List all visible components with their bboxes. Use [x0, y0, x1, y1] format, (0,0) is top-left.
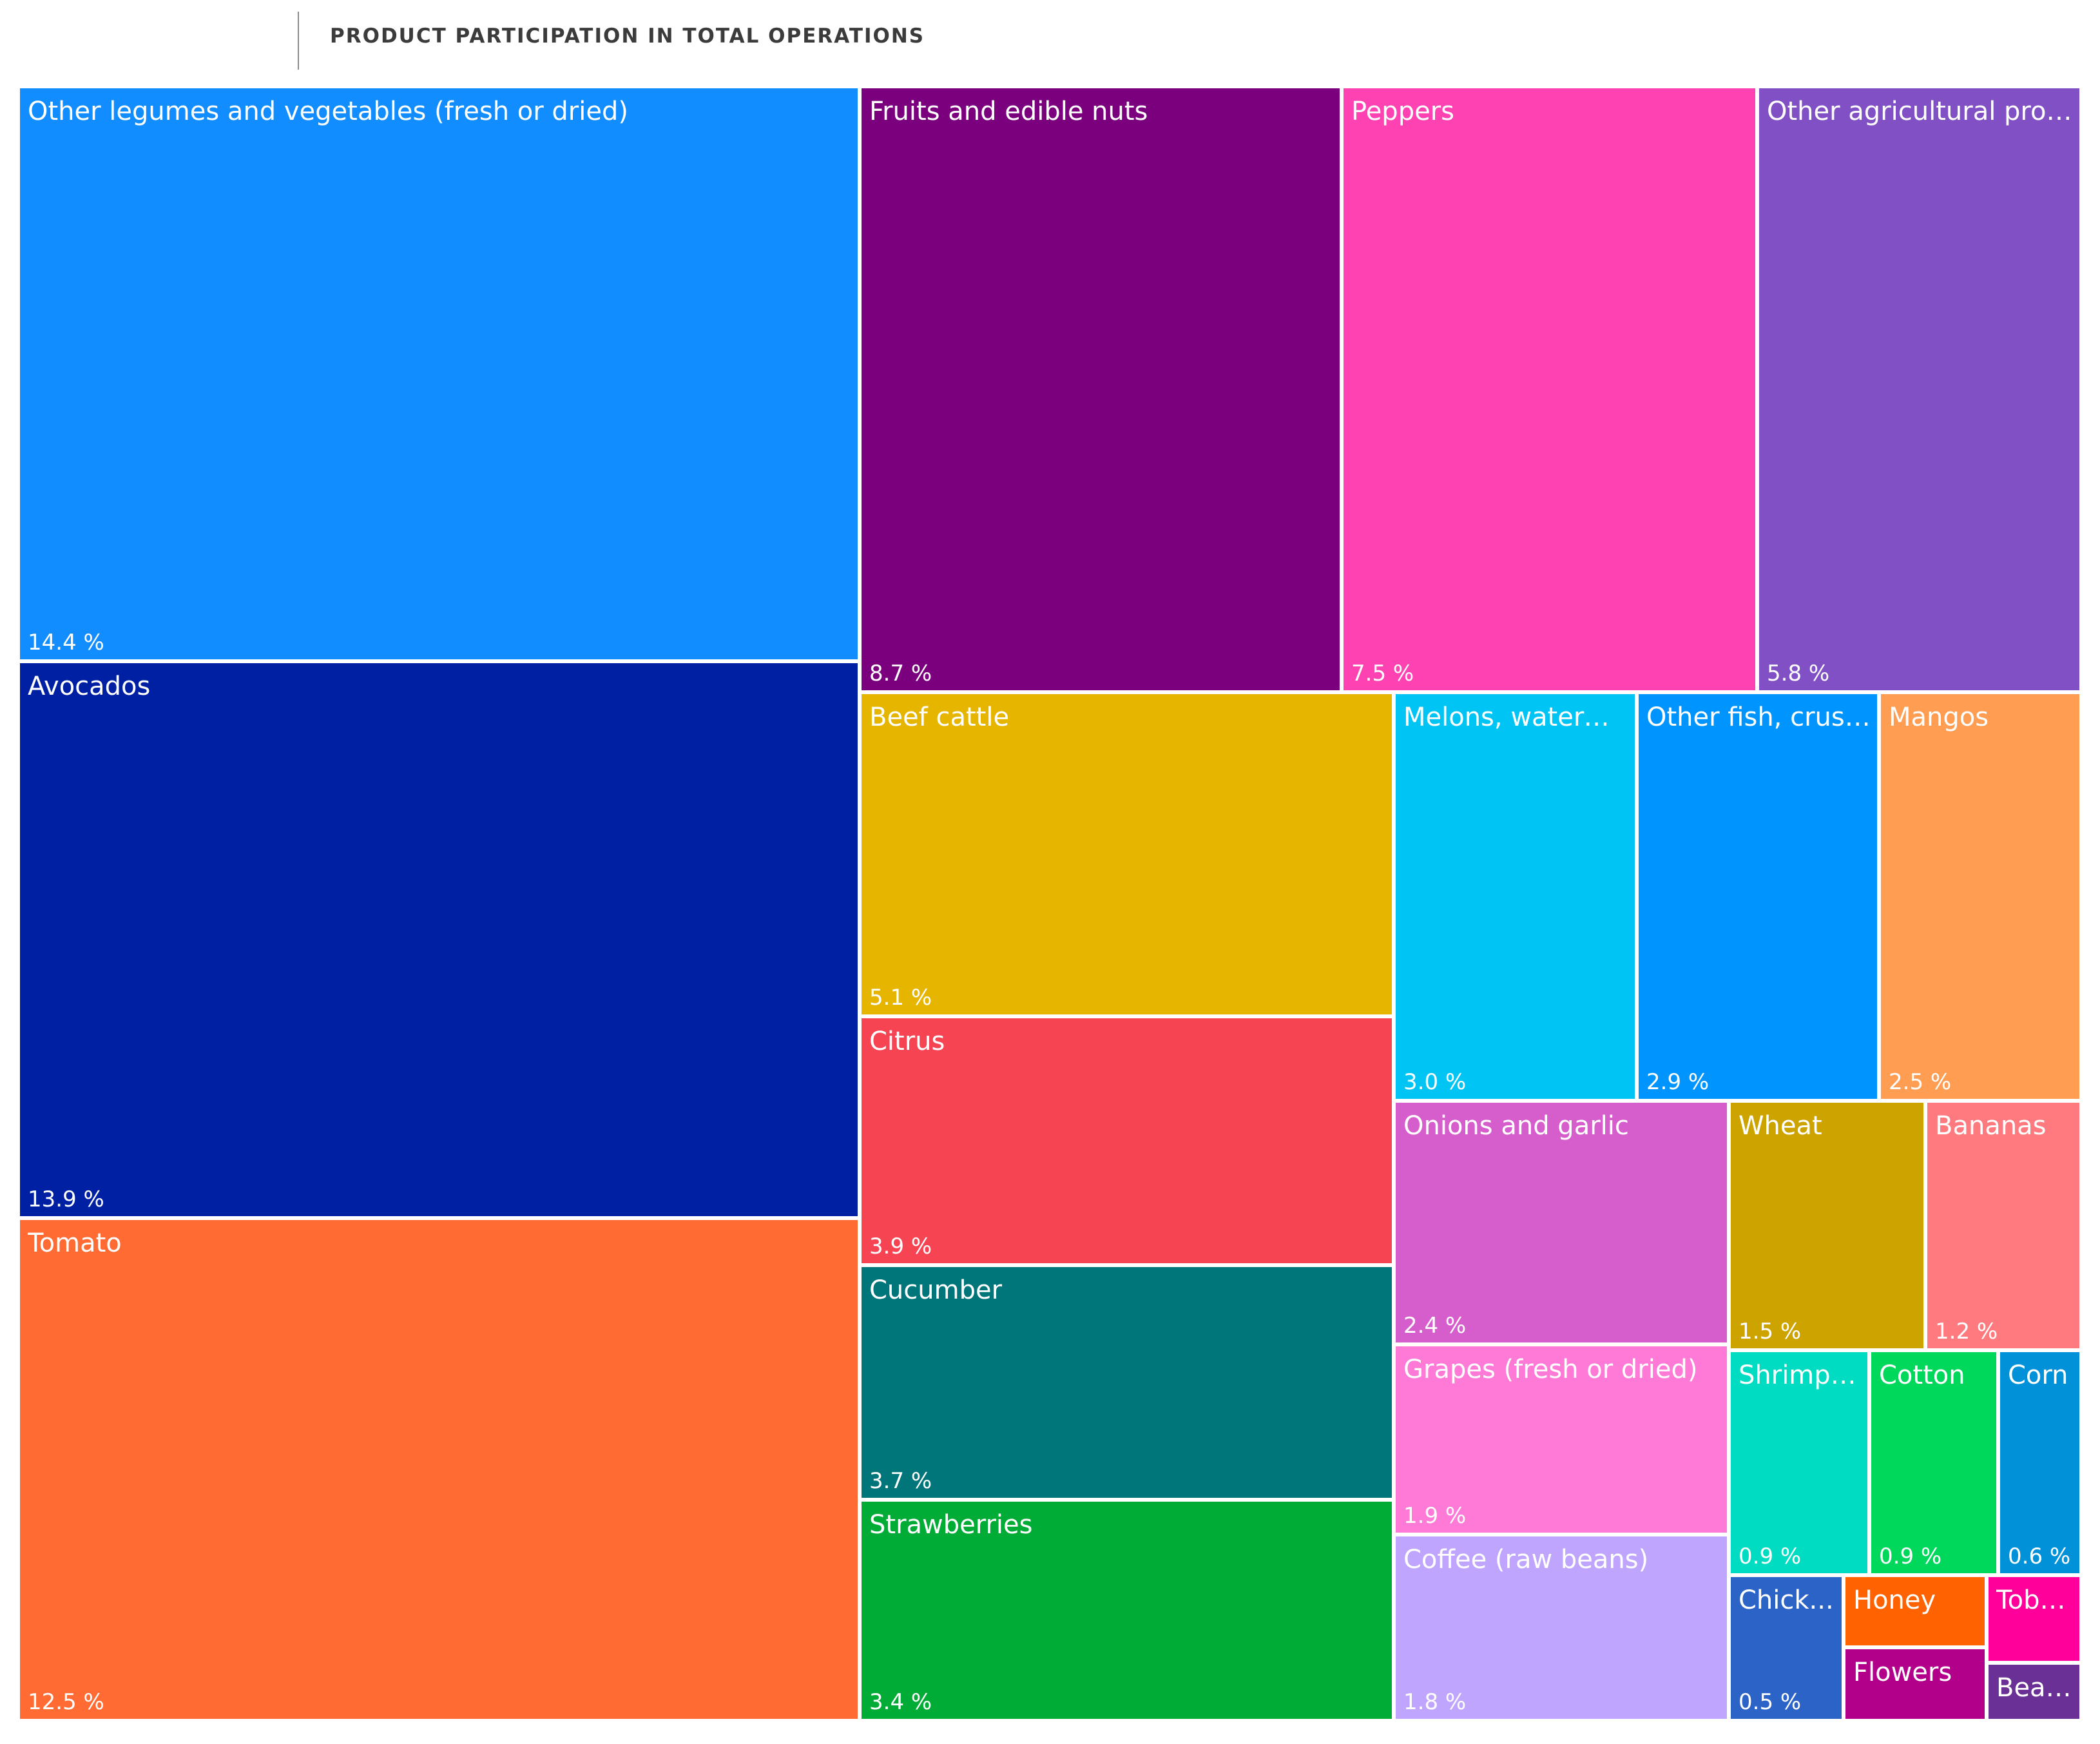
tile-label: Citrus: [869, 1027, 945, 1056]
tile-mangos[interactable]: Mangos 2.5 %: [1879, 692, 2081, 1101]
tile-value: 1.9 %: [1403, 1503, 1467, 1529]
tile-avocados[interactable]: Avocados 13.9 %: [18, 661, 860, 1218]
tile-value: 8.7 %: [869, 661, 932, 686]
tile-fruits-and-edible-nuts[interactable]: Fruits and edible nuts 8.7 %: [860, 86, 1342, 692]
tile-value: 1.8 %: [1403, 1689, 1467, 1715]
tile-value: 5.1 %: [869, 985, 932, 1011]
tile-other-legumes-and-vegetables-fresh-or-dried[interactable]: Other legumes and vegetables (fresh or d…: [18, 86, 860, 661]
tile-value: 0.9 %: [1739, 1544, 1802, 1569]
tile-beans[interactable]: Beans: [1987, 1663, 2081, 1721]
tile-label: Melons, waterme...: [1403, 702, 1628, 732]
tile-value: 0.6 %: [2008, 1544, 2071, 1569]
tile-wheat[interactable]: Wheat 1.5 %: [1729, 1101, 1925, 1350]
tile-label: Other fish, crusta...: [1646, 702, 1871, 732]
tile-label: Mangos: [1889, 702, 1989, 732]
tile-label: Bananas: [1935, 1111, 2047, 1141]
tile-label: Beef cattle: [869, 702, 1010, 732]
tile-value: 5.8 %: [1767, 661, 1830, 686]
tile-chickpeas[interactable]: Chick... 0.5 %: [1729, 1575, 1844, 1721]
tile-citrus[interactable]: Citrus 3.9 %: [860, 1016, 1394, 1265]
tile-other-fish-crustaceans[interactable]: Other fish, crusta... 2.9 %: [1637, 692, 1879, 1101]
tile-value: 2.4 %: [1403, 1313, 1467, 1339]
tile-onions-and-garlic[interactable]: Onions and garlic 2.4 %: [1394, 1101, 1729, 1344]
tile-label: Other agricultural produ...: [1767, 97, 2073, 126]
tile-tomato[interactable]: Tomato 12.5 %: [18, 1218, 860, 1721]
tile-value: 2.5 %: [1889, 1069, 1952, 1095]
tile-label: Cucumber: [869, 1275, 1003, 1305]
tile-label: Avocados: [28, 672, 151, 701]
tile-label: Flowers: [1853, 1658, 1952, 1687]
header-divider: [298, 12, 299, 70]
tile-corn[interactable]: Corn 0.6 %: [1998, 1350, 2081, 1575]
tile-strawberries[interactable]: Strawberries 3.4 %: [860, 1500, 1394, 1721]
tile-value: 2.9 %: [1646, 1069, 1710, 1095]
tile-label: Other legumes and vegetables (fresh or d…: [28, 97, 628, 126]
tile-value: 0.9 %: [1879, 1544, 1942, 1569]
tile-tobacco[interactable]: Toba...: [1987, 1575, 2081, 1663]
tile-value: 3.7 %: [869, 1468, 932, 1494]
tile-label: Corn: [2008, 1361, 2068, 1390]
tile-shrimp[interactable]: Shrimp (... 0.9 %: [1729, 1350, 1869, 1575]
tile-value: 14.4 %: [28, 630, 104, 655]
tile-other-agricultural-products[interactable]: Other agricultural produ... 5.8 %: [1757, 86, 2081, 692]
tile-coffee-raw-beans[interactable]: Coffee (raw beans) 1.8 %: [1394, 1535, 1729, 1721]
tile-label: Strawberries: [869, 1510, 1033, 1540]
tile-label: Onions and garlic: [1403, 1111, 1629, 1141]
tile-peppers[interactable]: Peppers 7.5 %: [1342, 86, 1757, 692]
tile-melons-watermelons[interactable]: Melons, waterme... 3.0 %: [1394, 692, 1637, 1101]
tile-bananas[interactable]: Bananas 1.2 %: [1925, 1101, 2081, 1350]
tile-flowers[interactable]: Flowers: [1844, 1647, 1987, 1721]
tile-value: 3.0 %: [1403, 1069, 1467, 1095]
tile-label: Beans: [1996, 1673, 2073, 1703]
tile-label: Tomato: [28, 1228, 122, 1258]
tile-label: Chick...: [1739, 1585, 1834, 1615]
chart-title: PRODUCT PARTICIPATION IN TOTAL OPERATION…: [330, 24, 925, 48]
tile-value: 3.9 %: [869, 1234, 932, 1259]
tile-label: Fruits and edible nuts: [869, 97, 1148, 126]
tile-label: Honey: [1853, 1585, 1936, 1615]
tile-label: Peppers: [1351, 97, 1454, 126]
tile-label: Toba...: [1996, 1585, 2073, 1615]
tile-value: 7.5 %: [1351, 661, 1414, 686]
tile-grapes-fresh-or-dried[interactable]: Grapes (fresh or dried) 1.9 %: [1394, 1344, 1729, 1535]
tile-honey[interactable]: Honey: [1844, 1575, 1987, 1647]
tile-cotton[interactable]: Cotton 0.9 %: [1869, 1350, 1998, 1575]
tile-label: Cotton: [1879, 1361, 1965, 1390]
tile-label: Shrimp (...: [1739, 1361, 1861, 1390]
tile-value: 13.9 %: [28, 1187, 104, 1212]
tile-beef-cattle[interactable]: Beef cattle 5.1 %: [860, 692, 1394, 1016]
tile-cucumber[interactable]: Cucumber 3.7 %: [860, 1265, 1394, 1500]
tile-label: Wheat: [1739, 1111, 1822, 1141]
tile-label: Coffee (raw beans): [1403, 1545, 1649, 1574]
tile-value: 1.5 %: [1739, 1319, 1802, 1344]
tile-label: Grapes (fresh or dried): [1403, 1355, 1698, 1384]
tile-value: 12.5 %: [28, 1689, 104, 1715]
tile-value: 1.2 %: [1935, 1319, 1998, 1344]
tile-value: 0.5 %: [1739, 1689, 1802, 1715]
tile-value: 3.4 %: [869, 1689, 932, 1715]
